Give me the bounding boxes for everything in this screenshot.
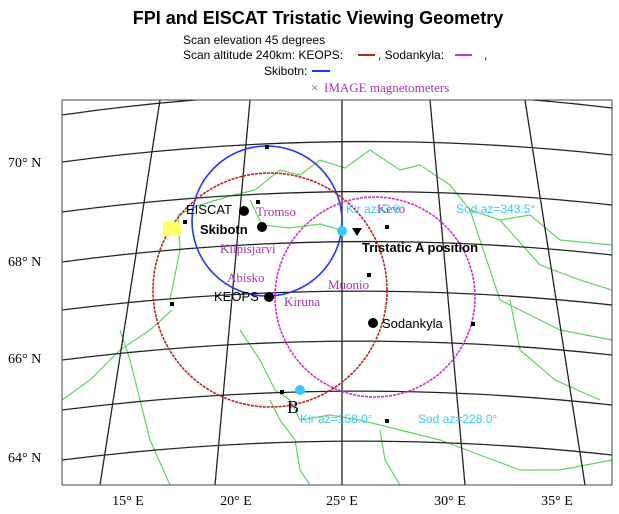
scan-circle-keops: [152, 172, 388, 408]
coastlines: [62, 149, 612, 485]
place-label: EISCAT: [186, 202, 232, 217]
place-label: Kevo: [377, 201, 405, 216]
latitude-label: 68° N: [8, 255, 41, 270]
place-label: Muonio: [328, 277, 369, 292]
place-label: Skibotn: [200, 222, 248, 237]
legend-text: Skibotn:: [264, 64, 307, 78]
longitude-label: 30° E: [434, 494, 466, 509]
longitude-label: 35° E: [541, 494, 573, 509]
place-label: Kilpisjarvi: [220, 241, 276, 256]
site-dot: [239, 206, 249, 216]
place-label: Abisko: [227, 270, 265, 285]
legend-text: IMAGE magnetometers: [324, 80, 449, 95]
arrow-head: [352, 228, 362, 236]
scan-circle-skibotn: [191, 145, 343, 297]
legend-text: Scan elevation 45 degrees: [183, 33, 325, 47]
highlight: [163, 222, 181, 236]
title: FPI and EISCAT Tristatic Viewing Geometr…: [133, 8, 503, 28]
annotation: B: [287, 397, 299, 417]
site-dot: [368, 318, 378, 328]
tristatic-point-a: [337, 226, 347, 236]
azimuth-label: Kir az=3.8°: [346, 202, 405, 216]
place-label: Kiruna: [284, 294, 320, 309]
place-label: Tromso: [256, 204, 296, 219]
longitude-label: 20° E: [220, 494, 252, 509]
longitude-label: 25° E: [326, 494, 358, 509]
map-frame: [61, 99, 613, 486]
latitude-label: 66° N: [8, 352, 41, 367]
latitude-label: 70° N: [8, 156, 41, 171]
graticule: [62, 100, 612, 485]
map-area: EISCAT Tromso Skibotn Kilpisjarvi Abisko…: [62, 100, 612, 485]
tristatic-point-b: [295, 385, 305, 395]
site-dot: [264, 292, 274, 302]
azimuth-label: Sod az=228.0°: [418, 412, 497, 426]
scan-circle-sodankyla: [274, 196, 476, 398]
longitude-label: 15° E: [112, 494, 144, 509]
latitude-label: 64° N: [8, 451, 41, 466]
legend-marker: ×: [311, 80, 318, 95]
place-label: Sodankyla: [382, 316, 443, 331]
legend-text: , Sodankyla:: [378, 48, 444, 62]
legend-text: ,: [484, 48, 487, 62]
annotation: Tristatic A position: [362, 240, 478, 255]
site-dot: [257, 222, 267, 232]
azimuth-label: Sod az=343.5°: [456, 202, 535, 216]
azimuth-label: Kir az=158.0°: [300, 412, 373, 426]
scan-points: [170, 145, 475, 423]
place-label: KEOPS: [214, 289, 259, 304]
legend-text: Scan altitude 240km: KEOPS:: [183, 48, 343, 62]
